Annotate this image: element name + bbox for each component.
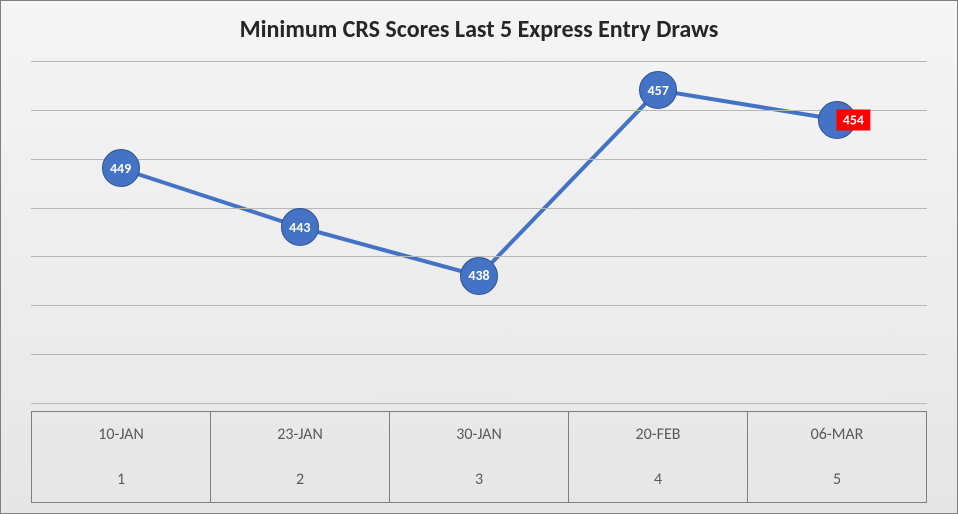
gridline <box>31 61 927 62</box>
data-marker: 449 <box>102 149 140 187</box>
axis-cell: 23-JAN2 <box>210 412 389 502</box>
data-marker: 457 <box>639 71 677 109</box>
axis-index-label: 2 <box>211 457 389 502</box>
axis-cell: 20-FEB4 <box>568 412 747 502</box>
gridline <box>31 208 927 209</box>
axis-index-label: 3 <box>390 457 568 502</box>
x-axis-table: 10-JAN123-JAN230-JAN320-FEB406-MAR5 <box>31 411 927 503</box>
axis-date-label: 30-JAN <box>390 412 568 457</box>
axis-cell: 10-JAN1 <box>31 412 210 502</box>
axis-date-label: 10-JAN <box>32 412 210 457</box>
gridline <box>31 110 927 111</box>
gridline <box>31 159 927 160</box>
axis-index-label: 5 <box>748 457 926 502</box>
data-marker: 438 <box>460 257 498 295</box>
line-series <box>31 61 927 403</box>
gridline <box>31 354 927 355</box>
plot-area: 449 443 438 457 454 <box>31 61 927 403</box>
highlight-label: 454 <box>837 109 870 130</box>
data-marker: 443 <box>281 208 319 246</box>
chart-title: Minimum CRS Scores Last 5 Express Entry … <box>1 1 957 50</box>
chart-container: Minimum CRS Scores Last 5 Express Entry … <box>0 0 958 514</box>
axis-cell: 30-JAN3 <box>389 412 568 502</box>
axis-cell: 06-MAR5 <box>747 412 926 502</box>
axis-date-label: 06-MAR <box>748 412 926 457</box>
gridline <box>31 403 927 404</box>
axis-date-label: 23-JAN <box>211 412 389 457</box>
axis-index-label: 1 <box>32 457 210 502</box>
gridline <box>31 305 927 306</box>
axis-index-label: 4 <box>569 457 747 502</box>
axis-date-label: 20-FEB <box>569 412 747 457</box>
